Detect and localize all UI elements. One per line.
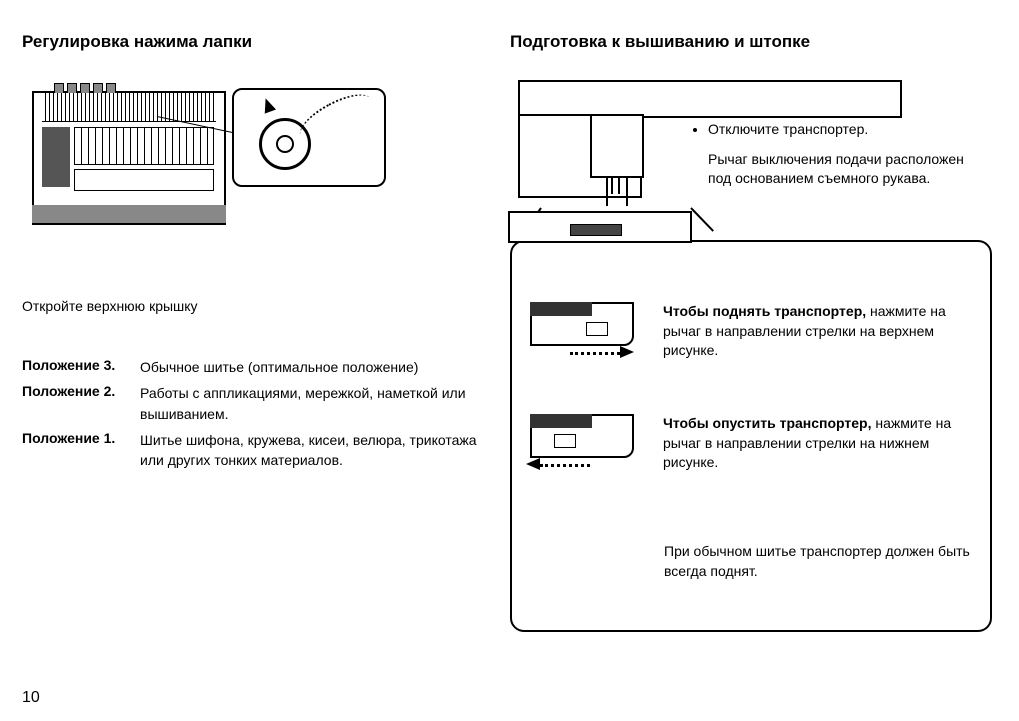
page-number: 10 [22, 689, 40, 707]
pressure-dial-callout [232, 88, 386, 187]
left-title: Регулировка нажима лапки [22, 32, 482, 52]
position-row: Положение 2. Работы с аппликациями, мере… [22, 383, 482, 424]
position-row: Положение 3. Обычное шитье (оптимальное … [22, 357, 482, 377]
machine-body-drawing [32, 91, 226, 225]
position-row: Положение 1. Шитье шифона, кружева, кисе… [22, 430, 482, 471]
position-label: Положение 3. [22, 357, 140, 377]
position-label: Положение 1. [22, 430, 140, 471]
left-machine-figure [22, 66, 402, 236]
arrow-right-icon [620, 346, 634, 358]
feed-note: При обычном шитье транспортер должен быт… [664, 542, 974, 581]
positions-list: Положение 3. Обычное шитье (оптимальное … [22, 357, 482, 470]
bullet-lever-location: Рычаг выключения подачи расположен под о… [690, 150, 990, 189]
bullet-disable-feed: Отключите транспортер. [708, 120, 990, 140]
lower-feed-figure [530, 414, 645, 478]
position-label: Положение 2. [22, 383, 140, 424]
left-caption: Откройте верхнюю крышку [22, 296, 482, 317]
raise-feed-block: Чтобы поднять транспортер, нажмите на ры… [512, 302, 973, 366]
right-title: Подготовка к вышиванию и штопке [510, 32, 1000, 52]
feed-lever-slot-icon [570, 224, 622, 236]
arrow-left-icon [526, 458, 540, 470]
raise-feed-bold: Чтобы поднять транспортер, [663, 303, 866, 319]
raise-feed-figure [530, 302, 645, 366]
lower-feed-bold: Чтобы опустить транспортер, [663, 415, 872, 431]
position-text: Обычное шитье (оптимальное положение) [140, 357, 482, 377]
lower-feed-block: Чтобы опустить транспортер, нажмите на р… [512, 414, 973, 478]
right-bullets: Отключите транспортер. Рычаг выключения … [690, 120, 990, 189]
position-text: Работы с аппликациями, мережкой, наметко… [140, 383, 482, 424]
feed-lever-callout: Чтобы поднять транспортер, нажмите на ры… [510, 240, 992, 632]
position-text: Шитье шифона, кружева, кисеи, велюра, тр… [140, 430, 482, 471]
